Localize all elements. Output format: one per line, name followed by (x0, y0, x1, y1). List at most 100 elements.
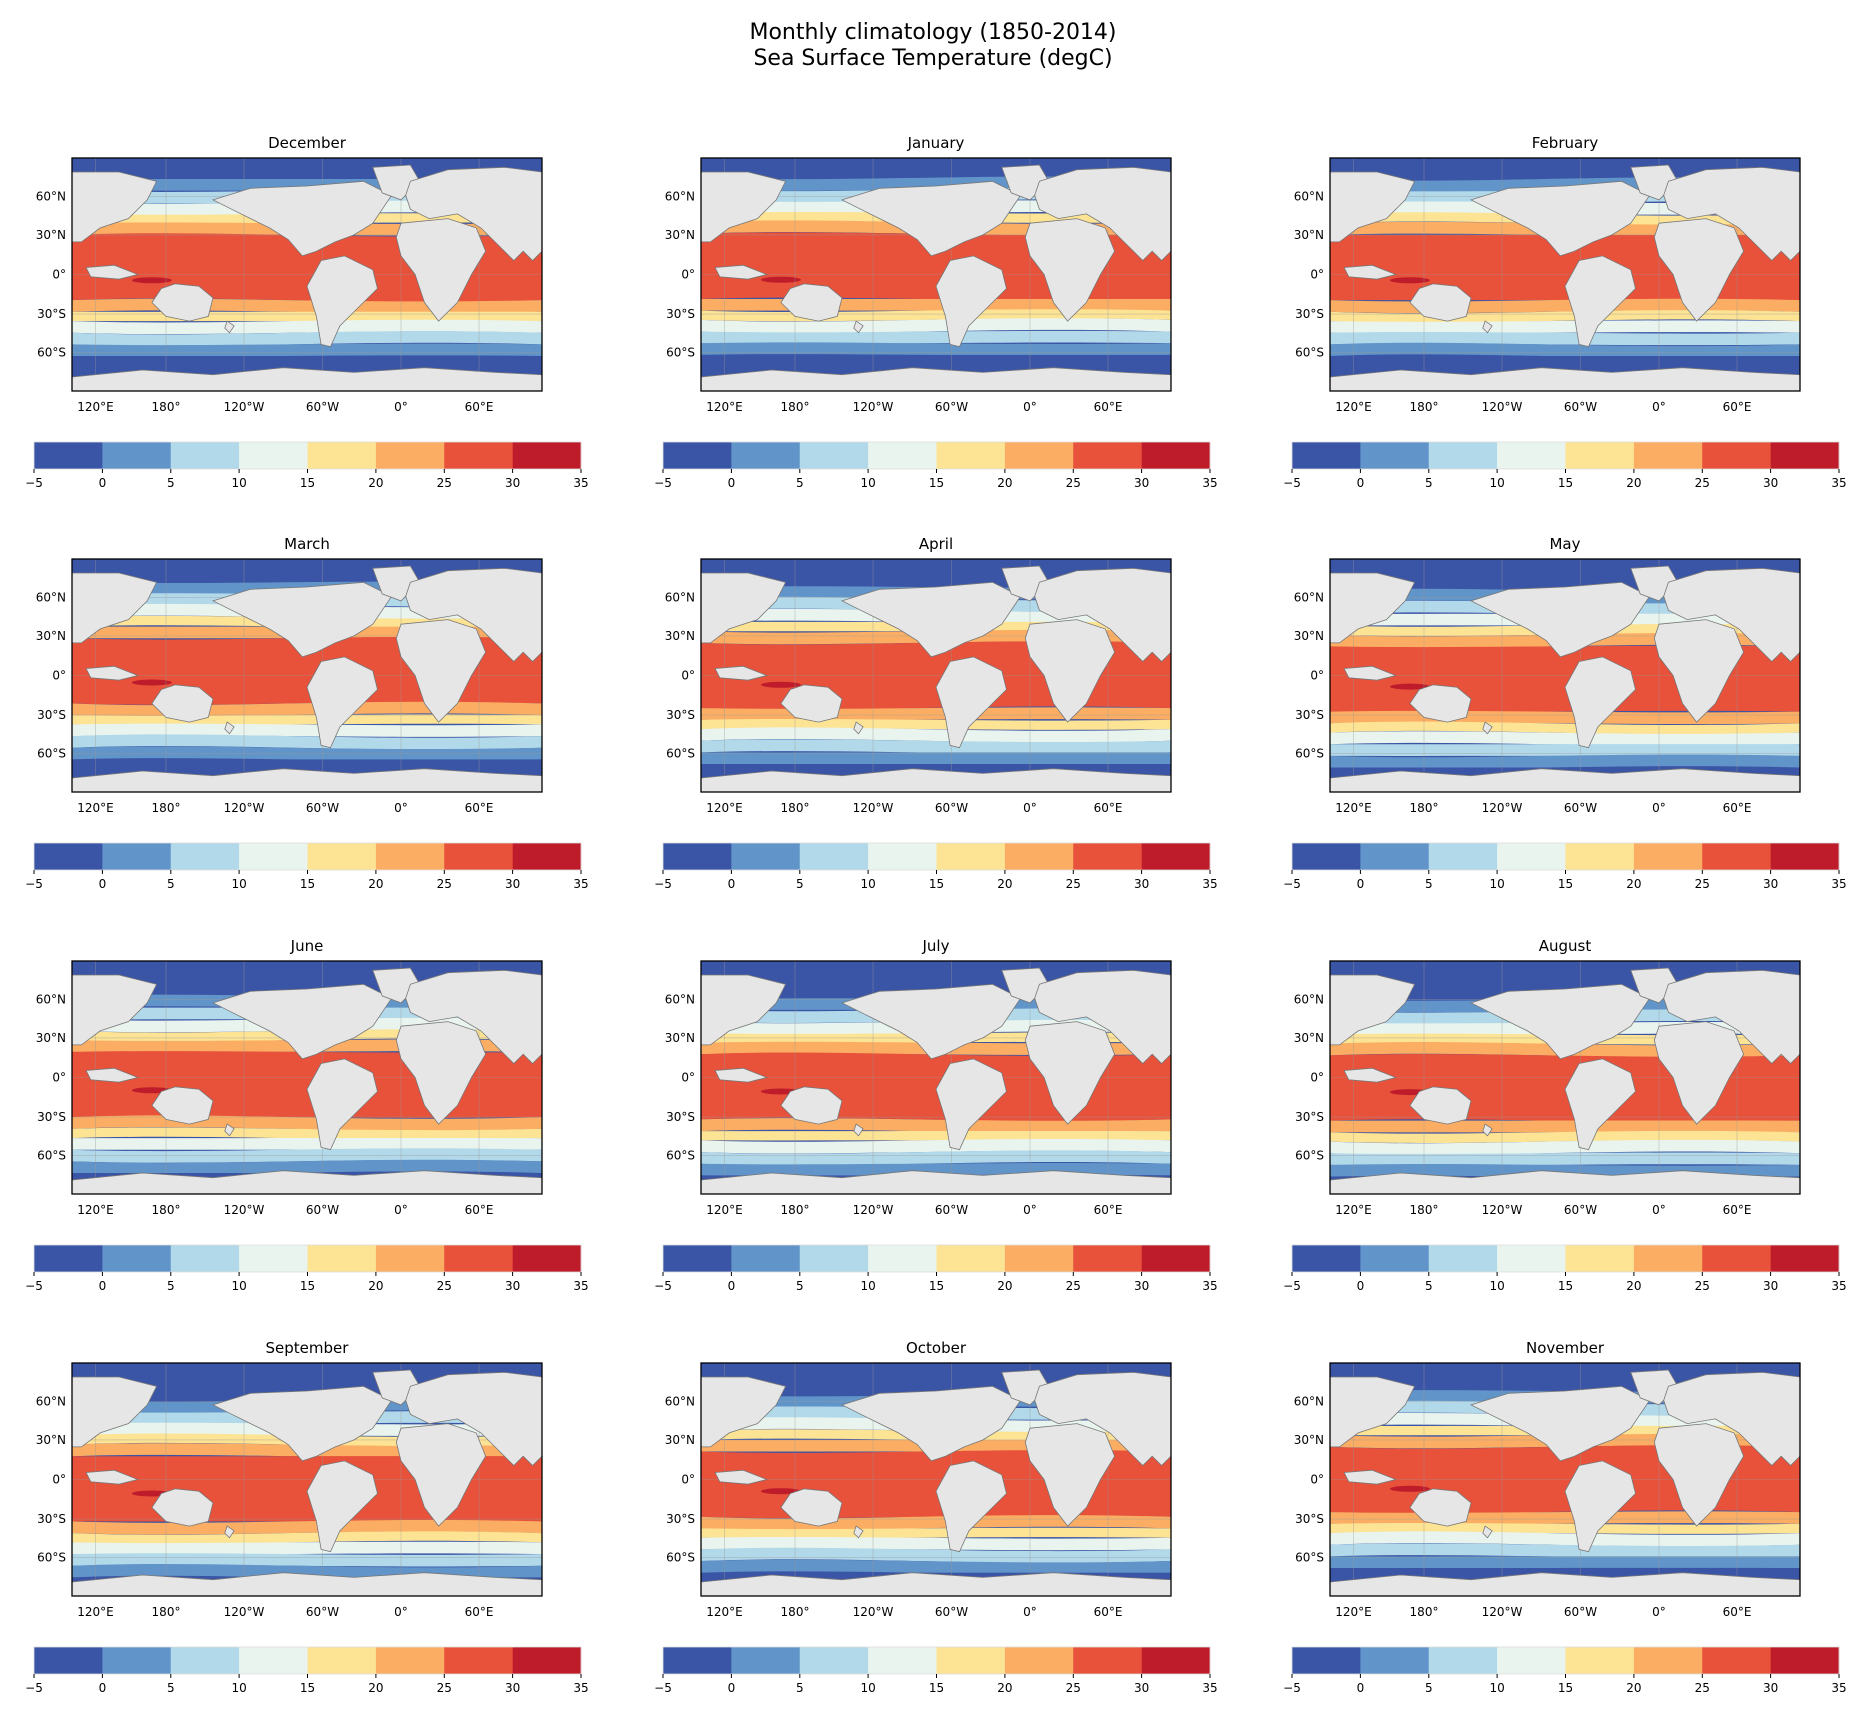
colorbar-tick-label: 0 (728, 1681, 736, 1695)
land-mass (1034, 166, 1172, 262)
lat-tick-label: 60°N (1294, 189, 1324, 203)
colorbar-swatch (1702, 442, 1771, 469)
lat-tick-label: 30°N (665, 1031, 695, 1045)
land-mass (1482, 320, 1493, 334)
colorbar-tick-label: 15 (300, 877, 315, 891)
lon-tick-label: 120°E (77, 400, 114, 414)
land-mass (405, 567, 543, 663)
colorbar-tick-label: −5 (1283, 476, 1301, 490)
colorbar-tick-label: 25 (1695, 476, 1710, 490)
map-panel: November 60°N 30°N 0° 30°S 60°S 120°E 180° 120°W… (1283, 1339, 1846, 1695)
lon-tick-label: 180° (152, 1203, 181, 1217)
land-mass (151, 1488, 214, 1527)
sst-band (701, 707, 1171, 721)
colorbar-tick-label: 35 (1202, 476, 1217, 490)
land-mass (853, 320, 864, 334)
colorbar-swatch (799, 843, 869, 870)
lon-tick-label: 120°W (224, 1605, 265, 1619)
land-mass (395, 1423, 487, 1527)
land-mass (935, 656, 1007, 749)
colorbar-swatch (34, 442, 103, 469)
map-frame (700, 960, 1172, 1195)
colorbar-tick-label: 0 (1357, 1279, 1365, 1293)
map-frame (1329, 960, 1801, 1195)
land-mass (151, 684, 214, 723)
lon-tick-label: 120°E (706, 801, 743, 815)
land-mass (224, 320, 235, 334)
colorbar-tick-label: −5 (25, 1681, 43, 1695)
land-mass (85, 264, 140, 280)
colorbar-swatch (1428, 1647, 1498, 1674)
colorbar-tick-label: 0 (1357, 476, 1365, 490)
colorbar-swatch (663, 1647, 732, 1674)
colorbar-swatch (1497, 843, 1566, 870)
land-mass (71, 974, 158, 1046)
land-mass (1343, 665, 1398, 681)
colorbar-swatch (1073, 1647, 1142, 1674)
colorbar: −5 0 5 10 15 20 25 30 35 (1283, 1646, 1847, 1695)
map-frame (1329, 157, 1801, 392)
colorbar-swatch (239, 1245, 308, 1272)
sst-band (1330, 1120, 1800, 1133)
colorbar-swatch (731, 1647, 801, 1674)
lat-tick-label: 30°S (1295, 1110, 1324, 1124)
lon-tick-label: 120°E (706, 1605, 743, 1619)
colorbar-tick-label: 35 (573, 1681, 588, 1695)
land-mass (700, 572, 787, 644)
lat-tick-label: 60°N (1294, 590, 1324, 604)
land-mass (935, 255, 1007, 348)
colorbar-swatch (799, 1245, 869, 1272)
colorbar-tick-label: 5 (167, 476, 175, 490)
colorbar-swatch (170, 843, 240, 870)
colorbar-swatch (1428, 1245, 1498, 1272)
colorbar-swatch (1565, 1647, 1635, 1674)
colorbar-tick-label: 10 (1489, 476, 1504, 490)
sst-band (72, 1541, 542, 1555)
map-frame (71, 558, 543, 793)
colorbar-swatch (731, 442, 801, 469)
sst-band (72, 311, 542, 322)
colorbar-swatch (1141, 442, 1211, 469)
colorbar-tick-label: 5 (167, 1279, 175, 1293)
colorbar-swatch (444, 1245, 513, 1272)
lon-tick-label: 180° (1410, 400, 1439, 414)
colorbar-swatch (1360, 442, 1430, 469)
colorbar-swatch (936, 843, 1006, 870)
colorbar-swatch (1565, 843, 1635, 870)
colorbar-tick-label: 0 (99, 877, 107, 891)
colorbar-tick-label: 35 (1831, 1279, 1846, 1293)
colorbar-tick-label: 10 (1489, 1681, 1504, 1695)
lat-tick-label: 0° (52, 1071, 66, 1085)
land-mass (1663, 969, 1801, 1065)
colorbar-tick-label: 10 (1489, 877, 1504, 891)
land-mass (780, 1488, 843, 1527)
lon-tick-label: 120°E (706, 1203, 743, 1217)
colorbar-tick-label: 20 (368, 877, 383, 891)
colorbar-swatch (102, 442, 172, 469)
colorbar-swatch (1633, 442, 1703, 469)
lat-tick-label: 30°S (37, 1512, 66, 1526)
colorbar-swatch (731, 1245, 801, 1272)
lat-tick-label: 30°S (1295, 708, 1324, 722)
land-mass (1034, 1371, 1172, 1467)
panel-title: January (907, 134, 965, 152)
lon-tick-label: 60°W (306, 1203, 339, 1217)
lat-tick-label: 60°S (37, 1149, 66, 1163)
land-mass (71, 1170, 543, 1195)
sst-band (701, 1139, 1171, 1154)
colorbar-swatch (444, 843, 513, 870)
lon-tick-label: 180° (1410, 1203, 1439, 1217)
colorbar-tick-label: 30 (505, 1279, 520, 1293)
colorbar-swatch (1770, 1245, 1840, 1272)
colorbar-swatch (239, 442, 308, 469)
colorbar-tick-label: 0 (728, 476, 736, 490)
lon-tick-label: 0° (1023, 1605, 1037, 1619)
lat-tick-label: 0° (1310, 1473, 1324, 1487)
land-mass (1482, 1525, 1493, 1539)
colorbar-swatch (375, 1245, 445, 1272)
colorbar-swatch (1702, 1245, 1771, 1272)
lon-tick-label: 60°E (465, 1605, 494, 1619)
land-mass (1663, 1371, 1801, 1467)
panel-title: March (284, 535, 330, 553)
colorbar-swatch (1073, 442, 1142, 469)
